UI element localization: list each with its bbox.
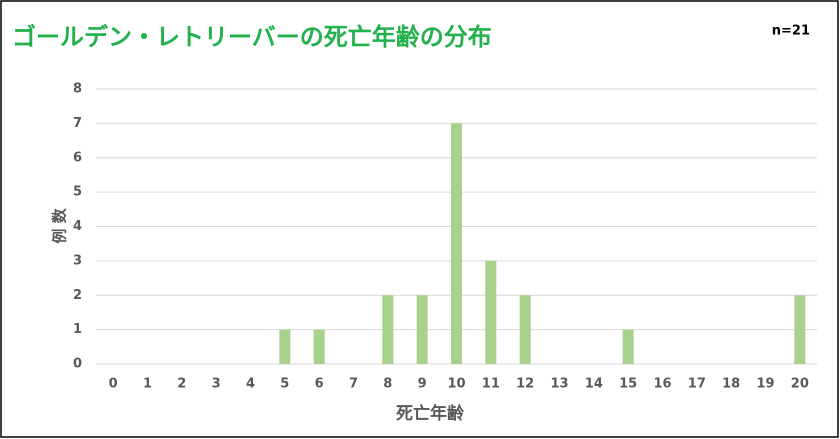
x-tick-label: 11 [482, 377, 500, 392]
bar [279, 329, 291, 364]
x-tick-label: 15 [619, 377, 637, 392]
x-tick-label: 16 [653, 377, 671, 392]
bar [451, 123, 462, 364]
chart-title: ゴールデン・レトリーバーの死亡年齢の分布 [12, 23, 492, 51]
x-tick-label: 18 [722, 377, 740, 392]
x-tick-label: 4 [246, 377, 255, 392]
y-tick-label: 1 [73, 322, 82, 337]
x-tick-label: 2 [177, 377, 186, 392]
x-tick-label: 3 [212, 377, 221, 392]
bar [313, 329, 325, 364]
bar [622, 329, 634, 364]
x-axis-label: 死亡年齢 [396, 403, 465, 424]
bar [485, 260, 497, 364]
x-tick-label: 17 [688, 377, 706, 392]
x-tick-label: 5 [280, 377, 289, 392]
x-tick-label: 10 [447, 377, 465, 392]
x-tick-label: 8 [383, 377, 392, 392]
y-tick-label: 3 [73, 253, 82, 268]
y-axis-label: 例 数 [51, 207, 69, 243]
bar [519, 295, 531, 364]
y-tick-label: 6 [73, 150, 82, 165]
x-tick-label: 14 [585, 377, 603, 392]
x-tick-label: 7 [349, 377, 358, 392]
y-tick-label: 2 [73, 288, 82, 303]
y-tick-label: 8 [73, 82, 82, 97]
y-tick-label: 5 [73, 185, 82, 200]
x-tick-label: 20 [791, 377, 809, 392]
x-tick-label: 6 [315, 377, 324, 392]
bar [794, 295, 806, 364]
x-tick-label: 0 [109, 377, 118, 392]
x-tick-label: 12 [516, 377, 534, 392]
x-tick-label: 9 [418, 377, 427, 392]
annotation: n=21 [772, 24, 810, 39]
bar [416, 295, 428, 364]
bar [382, 295, 394, 364]
y-tick-label: 7 [73, 116, 82, 131]
y-tick-label: 0 [73, 357, 82, 372]
x-tick-label: 13 [550, 377, 568, 392]
x-tick-label: 1 [143, 377, 152, 392]
y-tick-label: 4 [73, 219, 82, 234]
x-tick-label: 19 [756, 377, 774, 392]
